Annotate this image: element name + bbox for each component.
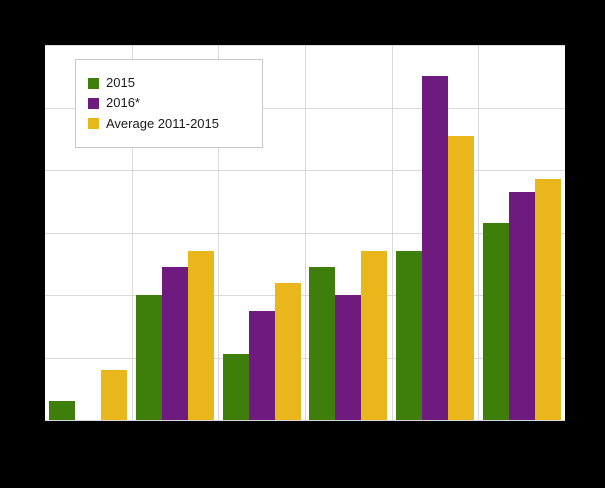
legend-label-average: Average 2011-2015 bbox=[106, 115, 220, 131]
bar-group bbox=[218, 45, 305, 420]
gridline-horizontal bbox=[45, 420, 565, 421]
bar-2015 bbox=[396, 251, 423, 420]
legend-label-2016: 2016* bbox=[106, 95, 140, 111]
legend: 2015 2016* Average 2011-2015 bbox=[75, 59, 263, 148]
bar-average-2011-2015 bbox=[274, 282, 301, 420]
gridline-vertical bbox=[305, 45, 306, 420]
bars-layer bbox=[45, 45, 565, 420]
bar-2015 bbox=[222, 354, 249, 420]
gridline-vertical bbox=[218, 45, 220, 420]
bar-2015 bbox=[309, 266, 336, 420]
legend-item-2016: 2016* bbox=[88, 95, 248, 111]
plot-area: 2015 2016* Average 2011-2015 bbox=[45, 45, 565, 421]
legend-swatch-average-icon bbox=[88, 118, 99, 130]
bar-group bbox=[132, 45, 219, 420]
bar-2015 bbox=[49, 401, 76, 420]
bar-2016- bbox=[248, 310, 275, 420]
gridline-vertical bbox=[131, 45, 133, 420]
bar-2016- bbox=[508, 191, 535, 420]
bar-average-2011-2015 bbox=[101, 370, 128, 420]
gridline-vertical bbox=[478, 45, 480, 420]
bar-average-2011-2015 bbox=[448, 135, 475, 420]
legend-swatch-2015-icon bbox=[88, 77, 99, 89]
bar-group bbox=[478, 45, 565, 420]
bar-2016- bbox=[162, 266, 188, 420]
gridline-vertical bbox=[391, 45, 393, 420]
legend-swatch-2016-icon bbox=[88, 97, 99, 109]
bar-group bbox=[392, 45, 479, 420]
bar-average-2011-2015 bbox=[361, 251, 388, 420]
bar-group bbox=[305, 45, 392, 420]
legend-label-2015: 2015 bbox=[106, 75, 135, 90]
bar-2016- bbox=[335, 295, 362, 420]
bar-group bbox=[45, 45, 132, 420]
bar-average-2011-2015 bbox=[188, 251, 214, 420]
legend-item-2015: 2015 bbox=[88, 75, 248, 90]
legend-item-average: Average 2011-2015 bbox=[88, 115, 248, 131]
bar-2015 bbox=[482, 223, 509, 420]
bar-2016- bbox=[422, 76, 449, 420]
bar-2015 bbox=[136, 295, 162, 420]
bar-average-2011-2015 bbox=[534, 179, 561, 420]
